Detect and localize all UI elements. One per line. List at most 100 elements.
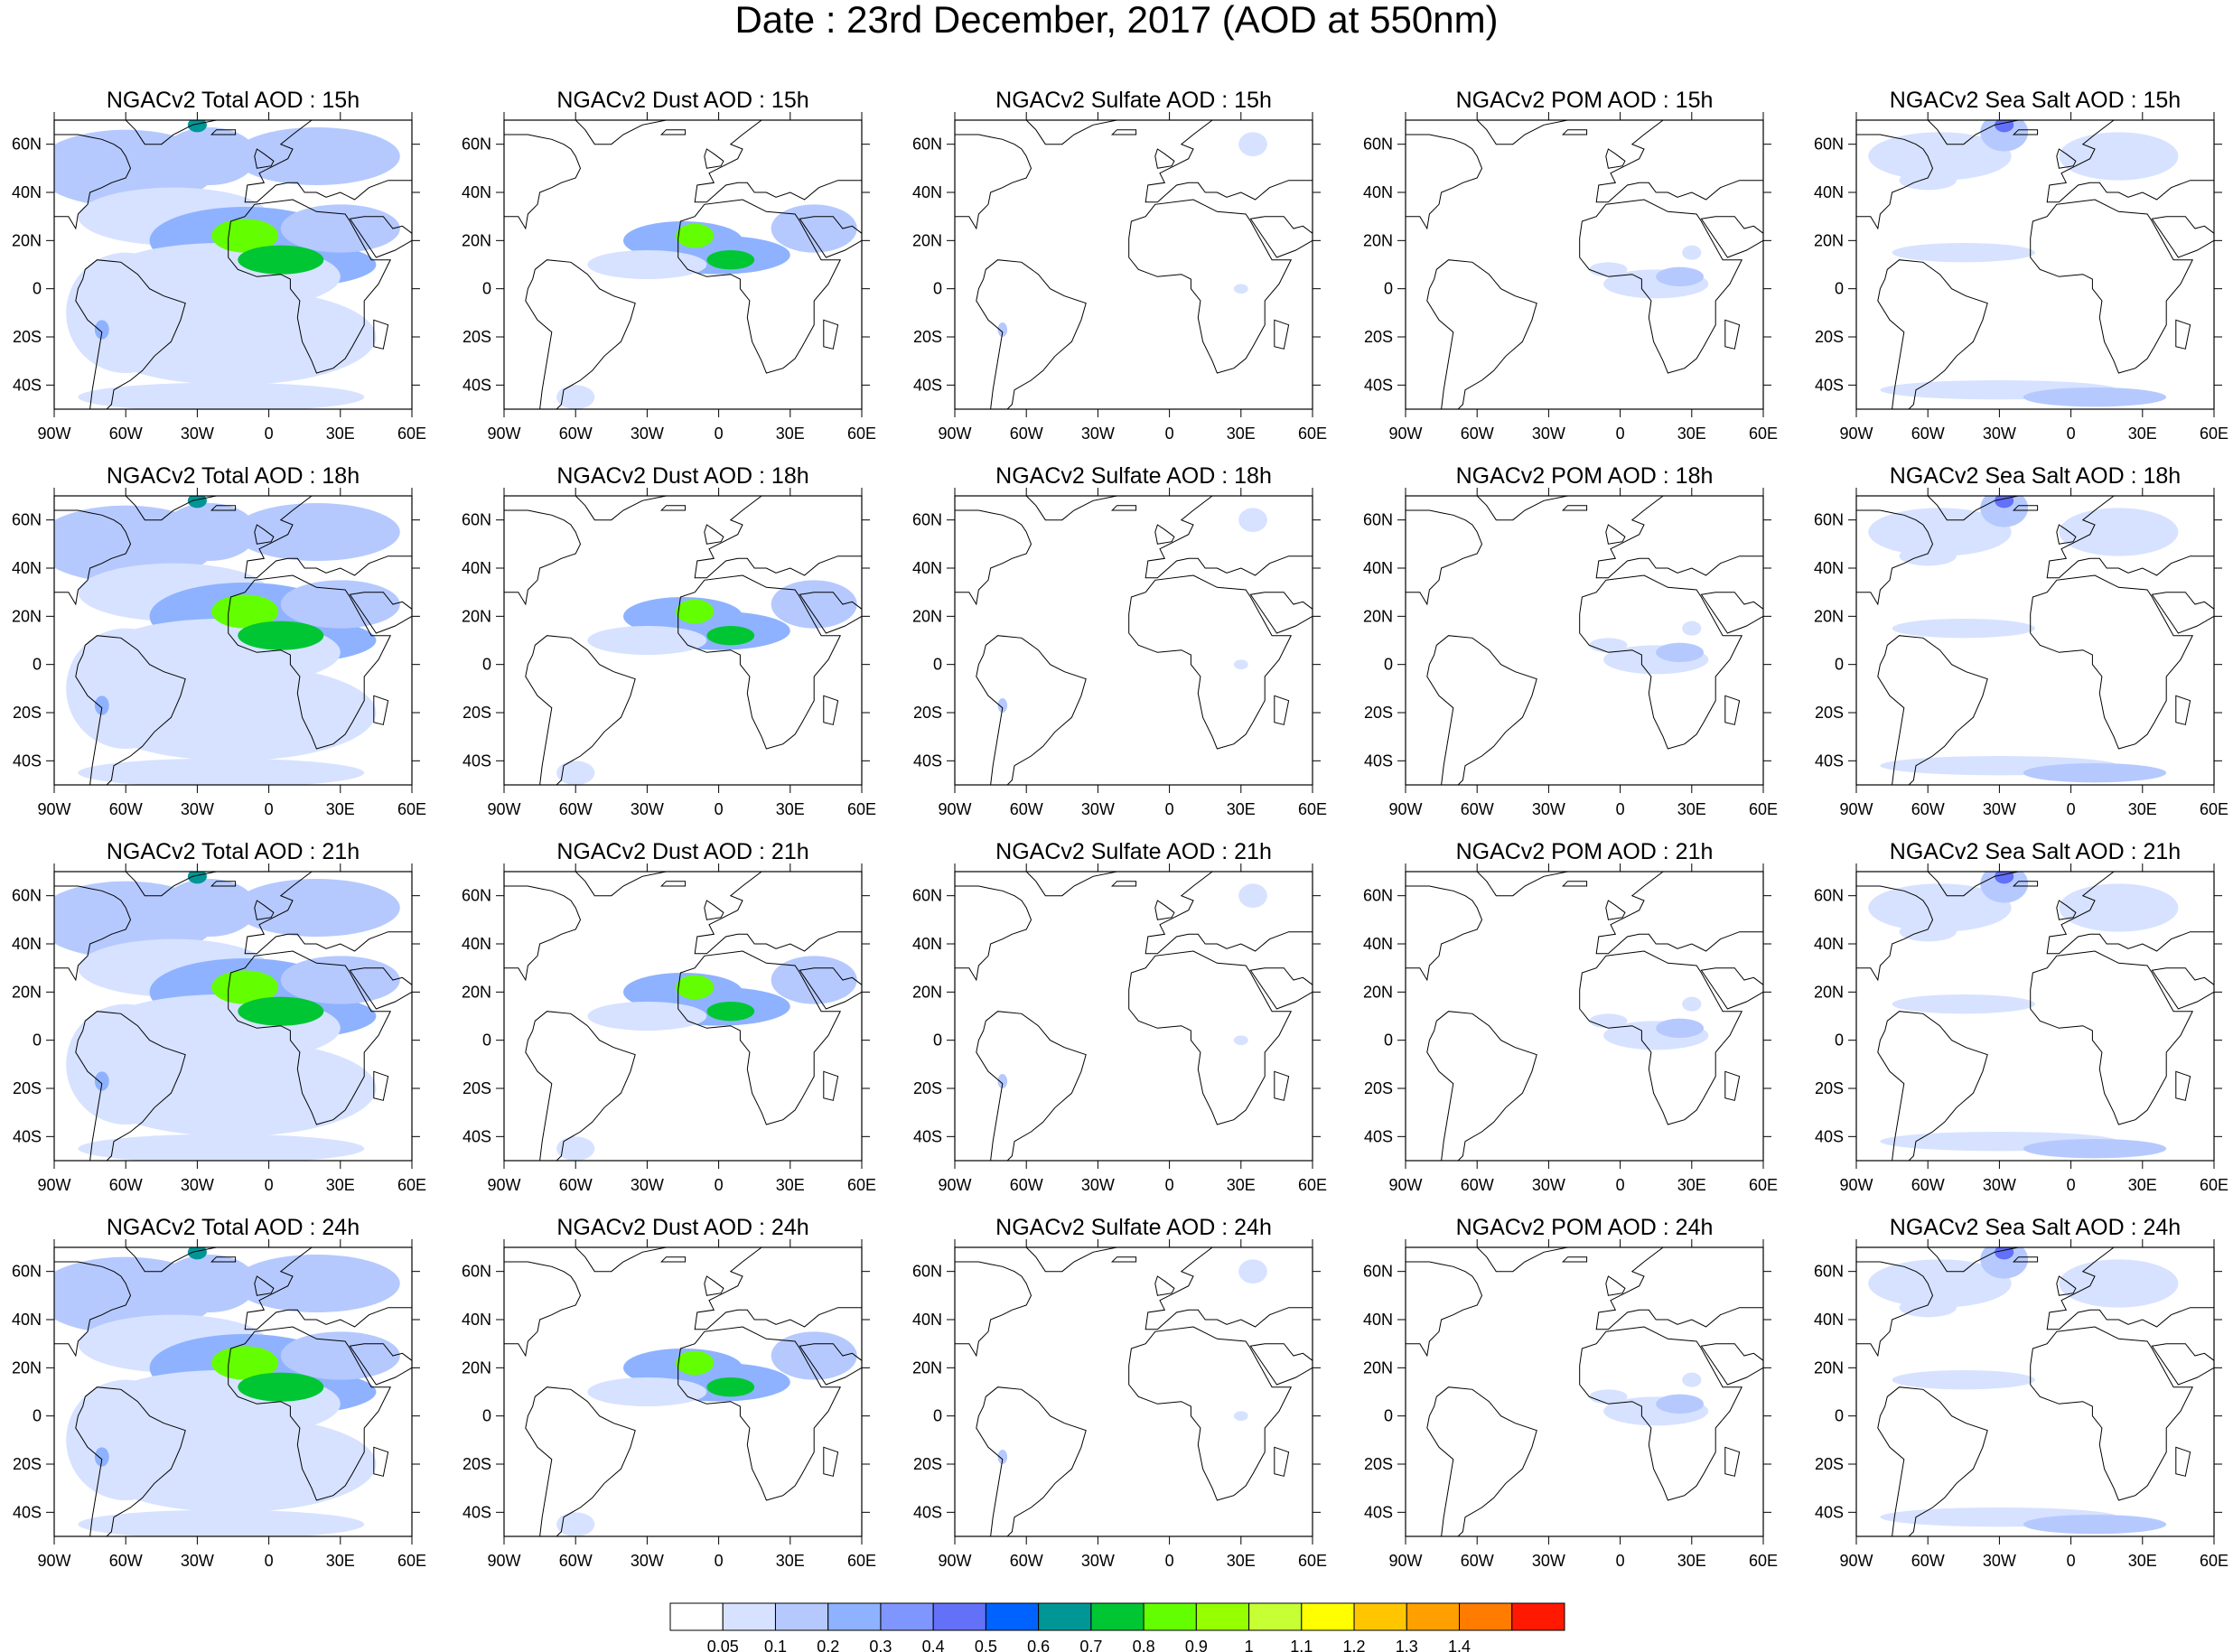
lat-tick-label: 20N <box>912 231 942 249</box>
lat-tick-label: 40N <box>462 559 491 577</box>
lon-tick-label: 90W <box>938 1176 971 1194</box>
coastline <box>1274 1446 1290 1477</box>
lat-tick-label: 20N <box>462 607 491 625</box>
aod-field <box>997 1074 1008 1088</box>
map-frame <box>1855 871 2215 1162</box>
lon-tick-label: 30E <box>1227 1552 1256 1570</box>
aod-field <box>1589 262 1628 277</box>
lon-tick-label: 30W <box>631 1552 664 1570</box>
coastline <box>976 259 1087 409</box>
lon-tick-label: 0 <box>2067 425 2076 443</box>
lon-tick-label: 60W <box>1461 425 1494 443</box>
aod-field <box>556 761 595 785</box>
panel-title: NGACv2 Sea Salt AOD : 15h <box>1890 88 2181 113</box>
coastline <box>1025 1247 1117 1273</box>
lat-tick-label: 60N <box>462 135 491 154</box>
lon-tick-label: 30E <box>1677 1176 1706 1194</box>
coastline <box>1426 1011 1537 1161</box>
lat-tick-label: 0 <box>1384 1031 1393 1050</box>
lon-tick-label: 30W <box>181 1552 214 1570</box>
coastline <box>504 134 582 230</box>
lat-tick-label: 60N <box>12 887 42 905</box>
map-frame <box>1405 1246 1764 1537</box>
main-title: Date : 23rd December, 2017 (AOD at 550nm… <box>734 0 1499 41</box>
coastline <box>1110 881 1137 887</box>
colorbar-label: 0.1 <box>764 1638 787 1652</box>
coastline <box>976 635 1087 785</box>
lat-tick-label: 0 <box>33 1407 42 1425</box>
lat-tick-label: 40N <box>912 1311 942 1329</box>
coastline <box>2175 1446 2191 1477</box>
coastline <box>1700 216 1763 258</box>
lon-tick-label: 60E <box>2200 1552 2228 1570</box>
coastline <box>2151 592 2214 634</box>
aod-field <box>94 1071 109 1091</box>
lon-tick-label: 0 <box>265 1176 274 1194</box>
coastline <box>1605 900 1626 920</box>
lon-tick-label: 60W <box>1461 1552 1494 1570</box>
lon-tick-label: 90W <box>1388 425 1422 443</box>
coastline <box>1154 148 1175 169</box>
aod-field <box>280 580 400 629</box>
coastline <box>2056 900 2077 920</box>
lat-tick-label: 60N <box>912 1263 942 1281</box>
map-panel: NGACv2 POM AOD : 18h 90W 60W 30W 0 30E 60E 60N 4… <box>1363 463 1778 818</box>
lat-tick-label: 40N <box>1814 559 1844 577</box>
lon-tick-label: 60W <box>1461 1176 1494 1194</box>
aod-field <box>238 245 324 275</box>
aod-field <box>161 1255 257 1312</box>
aod-field <box>66 1003 186 1125</box>
map-frame <box>1855 119 2215 410</box>
aod-field <box>280 1331 400 1380</box>
coastline <box>1724 695 1741 725</box>
lat-tick-label: 0 <box>33 280 42 298</box>
colorbar-swatch <box>1301 1602 1355 1631</box>
lat-tick-label: 20S <box>1364 704 1393 722</box>
aod-field <box>233 503 400 561</box>
coastline <box>1128 574 1293 750</box>
coastline <box>1145 1247 1313 1330</box>
coastline <box>1700 592 1763 634</box>
map-background <box>1406 872 1763 1161</box>
lat-tick-label: 0 <box>1835 656 1844 674</box>
coastline <box>799 967 862 1010</box>
coastline <box>2046 120 2214 203</box>
lat-tick-label: 20N <box>1363 231 1393 249</box>
lat-tick-label: 60N <box>12 1263 42 1281</box>
lat-tick-label: 0 <box>482 1031 491 1050</box>
lon-tick-label: 30W <box>1081 1552 1115 1570</box>
coastline <box>1877 259 1988 409</box>
lat-tick-label: 40N <box>912 559 942 577</box>
lat-tick-label: 20N <box>12 607 42 625</box>
lat-tick-label: 0 <box>33 656 42 674</box>
lon-tick-label: 30W <box>1532 425 1565 443</box>
lat-tick-label: 20N <box>12 1358 42 1377</box>
colorbar-label: 0.7 <box>1079 1638 1102 1652</box>
coastline <box>2056 148 2077 169</box>
lon-tick-label: 90W <box>487 1176 520 1194</box>
lon-tick-label: 60E <box>397 800 426 818</box>
coastline <box>575 496 667 521</box>
map-frame <box>954 119 1313 410</box>
lon-tick-label: 30E <box>1677 425 1706 443</box>
coastline <box>677 199 842 374</box>
lat-tick-label: 20N <box>1363 607 1393 625</box>
lon-tick-label: 60W <box>1911 1176 1945 1194</box>
lat-tick-label: 40N <box>12 183 42 201</box>
lat-tick-label: 20N <box>1814 983 1844 1001</box>
lon-tick-label: 60W <box>559 800 593 818</box>
panel-title: NGACv2 Total AOD : 18h <box>107 463 360 489</box>
coastline <box>2046 496 2214 579</box>
coastline <box>1856 509 1934 606</box>
colorbar-label: 1.1 <box>1290 1638 1313 1652</box>
lon-tick-label: 60E <box>1298 1176 1327 1194</box>
lon-tick-label: 30E <box>1227 800 1256 818</box>
coastline <box>373 1070 389 1101</box>
map-panel: NGACv2 Dust AOD : 15h 90W 60W 30W 0 30E 60E 60N… <box>462 88 876 443</box>
aod-field <box>78 1134 365 1161</box>
lon-tick-label: 60E <box>1749 1552 1778 1570</box>
lon-tick-label: 60E <box>847 800 876 818</box>
coastline <box>823 1446 839 1477</box>
coastline <box>75 635 186 785</box>
coastline <box>349 216 412 258</box>
